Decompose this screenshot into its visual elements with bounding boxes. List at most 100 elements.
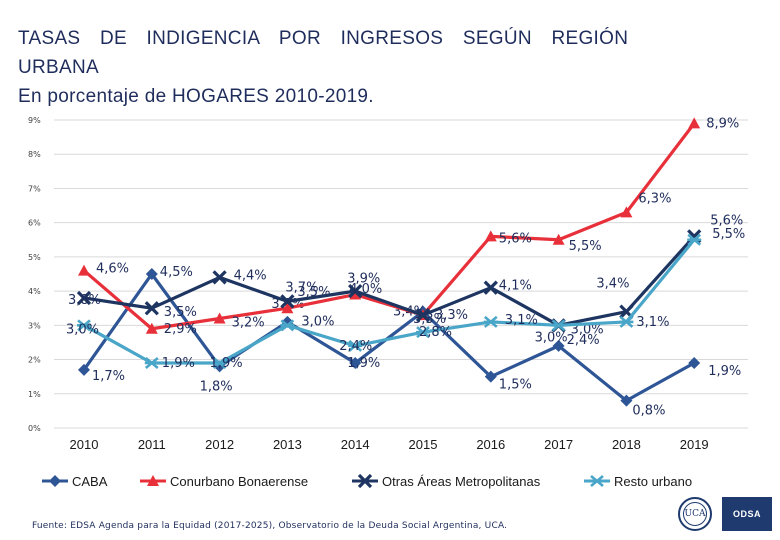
- data-label: 3,4%: [596, 277, 629, 292]
- data-label: 2,4%: [339, 339, 372, 354]
- data-point: [78, 264, 90, 276]
- data-point: [619, 315, 634, 328]
- data-point: [552, 233, 565, 245]
- y-tick-label: 0%: [28, 424, 41, 433]
- data-label: 4,5%: [160, 265, 193, 280]
- title-line-3: En porcentaje de HOGARES 2010-2019.: [18, 86, 374, 107]
- series-line-0: [82, 272, 695, 403]
- x-tick-label: 2018: [612, 437, 641, 452]
- data-label: 3,0%: [66, 322, 99, 337]
- uca-seal-logo: UCA: [678, 497, 712, 531]
- data-label: 3,5%: [164, 305, 197, 320]
- legend-marker: [357, 473, 373, 489]
- y-tick-label: 8%: [28, 150, 41, 159]
- x-tick-label: 2016: [476, 437, 505, 452]
- y-tick-label: 9%: [28, 116, 41, 125]
- data-point: [484, 370, 497, 383]
- data-label: 2,9%: [164, 322, 197, 337]
- data-label: 1,5%: [499, 378, 532, 393]
- data-label: 3,8%: [68, 293, 101, 308]
- data-point: [281, 302, 294, 314]
- data-label: 5,6%: [710, 213, 743, 228]
- data-point: [76, 290, 92, 306]
- data-label: 3,0%: [301, 314, 334, 329]
- data-point: [280, 294, 295, 309]
- data-label: 3,2%: [232, 315, 265, 330]
- data-label: 3,3%: [435, 308, 468, 323]
- data-point: [145, 322, 158, 334]
- data-point: [483, 315, 498, 328]
- data-point: [620, 394, 633, 407]
- data-point: [144, 301, 159, 316]
- data-point: [349, 356, 362, 369]
- data-point: [416, 326, 430, 339]
- data-label: 3,9%: [347, 272, 380, 287]
- y-tick-label: 3%: [28, 321, 41, 330]
- data-point: [349, 288, 362, 300]
- data-label: 2,4%: [567, 333, 600, 348]
- data-point: [483, 280, 498, 295]
- series-line-1: [82, 122, 696, 331]
- y-tick-label: 6%: [28, 219, 41, 228]
- data-label: 2,8%: [419, 325, 452, 340]
- data-point: [688, 117, 701, 129]
- title-line-2: URBANA: [18, 57, 99, 78]
- data-label: 3,1%: [636, 315, 669, 330]
- legend-marker: [147, 475, 159, 486]
- data-label: 1,7%: [92, 369, 125, 384]
- data-label: 3,7%: [285, 280, 318, 295]
- data-point: [687, 233, 702, 246]
- data-point: [348, 283, 363, 299]
- data-label: 8,9%: [706, 116, 739, 131]
- data-point: [212, 356, 227, 369]
- y-tick-label: 5%: [28, 253, 41, 262]
- chart-title: TASAS DE INDIGENCIA POR INGRESOS SEGÚN R…: [18, 24, 718, 111]
- x-tick-label: 2011: [138, 437, 166, 452]
- data-label: 1,9%: [347, 356, 380, 371]
- data-point: [144, 356, 159, 369]
- x-tick-label: 2010: [70, 437, 99, 452]
- series-line-3: [83, 238, 696, 365]
- data-label: 3,0%: [535, 330, 568, 345]
- data-label: 1,9%: [210, 356, 243, 371]
- data-label: 6,3%: [638, 191, 671, 206]
- y-tick-label: 2%: [28, 356, 41, 365]
- data-point: [280, 319, 295, 332]
- data-label: 4,4%: [234, 268, 267, 283]
- data-label: 4,1%: [499, 279, 532, 294]
- y-tick-label: 7%: [28, 184, 41, 193]
- series-line-2: [83, 235, 696, 327]
- y-tick-label: 1%: [28, 390, 41, 399]
- x-tick-label: 2019: [680, 437, 709, 452]
- data-point: [77, 319, 91, 332]
- legend-label: Conurbano Bonaerense: [170, 474, 308, 489]
- data-point: [484, 230, 497, 242]
- data-label: 1,8%: [200, 379, 233, 394]
- data-point: [213, 312, 226, 324]
- data-point: [415, 307, 431, 323]
- data-point: [552, 339, 565, 352]
- legend-marker: [590, 475, 604, 487]
- data-label: 1,9%: [162, 356, 195, 371]
- data-label: 0,8%: [632, 404, 665, 419]
- x-tick-label: 2015: [409, 437, 438, 452]
- data-point: [620, 206, 633, 218]
- data-label: 3,1%: [505, 313, 538, 328]
- uca-seal-text: UCA: [683, 502, 707, 526]
- legend-label: CABA: [72, 474, 108, 489]
- data-label: 5,5%: [712, 227, 745, 242]
- title-line-1: TASAS DE INDIGENCIA POR INGRESOS SEGÚN R…: [18, 28, 629, 49]
- data-label: 5,6%: [499, 231, 532, 246]
- data-point: [688, 356, 701, 369]
- data-point: [551, 319, 566, 332]
- odsa-logo: ODSA: [722, 497, 772, 531]
- data-point: [78, 363, 90, 376]
- x-tick-label: 2013: [273, 437, 302, 452]
- y-tick-label: 4%: [28, 287, 41, 296]
- data-label: 5,5%: [569, 239, 602, 254]
- data-label: 4,0%: [349, 282, 382, 297]
- data-label: 3,0%: [571, 322, 604, 337]
- x-tick-label: 2017: [544, 437, 573, 452]
- source-note: Fuente: EDSA Agenda para la Equidad (201…: [32, 521, 508, 531]
